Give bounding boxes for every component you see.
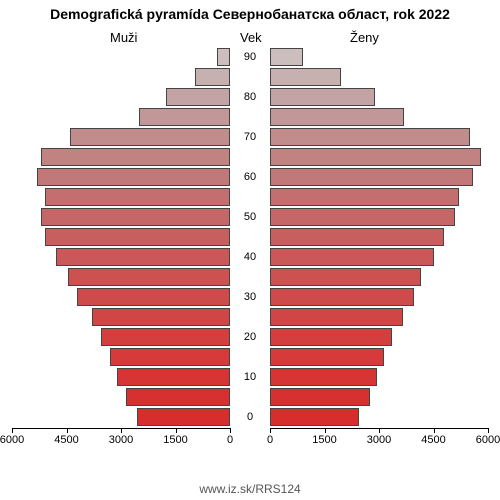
- male-label: Muži: [110, 30, 137, 45]
- male-bar: [70, 128, 230, 146]
- x-tick-label: 3000: [109, 434, 133, 446]
- y-tick-label: 40: [230, 251, 270, 263]
- age-label: Vek: [240, 30, 262, 45]
- x-tick-label: 4500: [421, 434, 445, 446]
- male-bar: [101, 328, 230, 346]
- x-tick-label: 6000: [476, 434, 500, 446]
- footer-url: www.iz.sk/RRS124: [0, 482, 500, 496]
- female-bar: [270, 248, 434, 266]
- female-bar: [270, 348, 384, 366]
- female-bar: [270, 388, 370, 406]
- female-bar: [270, 308, 403, 326]
- female-half: [270, 48, 488, 428]
- female-bar: [270, 128, 470, 146]
- male-bar: [137, 408, 230, 426]
- x-tick-label: 0: [227, 434, 233, 446]
- male-bar: [139, 108, 230, 126]
- male-bar: [217, 48, 230, 66]
- male-bar: [126, 388, 230, 406]
- x-tick-label: 1500: [163, 434, 187, 446]
- female-bar: [270, 208, 455, 226]
- female-bar: [270, 408, 359, 426]
- female-bar: [270, 168, 473, 186]
- male-bar: [45, 228, 230, 246]
- male-bars: [12, 48, 230, 428]
- male-bar: [92, 308, 230, 326]
- female-bar: [270, 328, 392, 346]
- female-bar: [270, 48, 303, 66]
- x-tick-label: 4500: [54, 434, 78, 446]
- female-bars: [270, 48, 488, 428]
- male-bar: [195, 68, 230, 86]
- female-bar: [270, 228, 444, 246]
- female-bar: [270, 268, 421, 286]
- y-tick-label: 60: [230, 171, 270, 183]
- x-tick-label: 1500: [312, 434, 336, 446]
- pyramid-chart: 0 10 20 30 40 50 60 70 80 90 0 0 1500 1500 3000 3000 45…: [12, 48, 488, 448]
- female-bar: [270, 368, 377, 386]
- female-bar: [270, 288, 414, 306]
- x-tick-label: 0: [267, 434, 273, 446]
- y-axis: 0 10 20 30 40 50 60 70 80 90: [230, 48, 270, 428]
- y-tick-label: 30: [230, 291, 270, 303]
- female-bar: [270, 188, 459, 206]
- y-tick-label: 20: [230, 331, 270, 343]
- y-tick-label: 90: [230, 51, 270, 63]
- x-tick-label: 3000: [367, 434, 391, 446]
- male-bar: [56, 248, 230, 266]
- y-tick-label: 50: [230, 211, 270, 223]
- male-bar: [41, 208, 230, 226]
- female-bar: [270, 68, 341, 86]
- y-tick-label: 10: [230, 371, 270, 383]
- y-tick-label: 70: [230, 131, 270, 143]
- male-half: [12, 48, 230, 428]
- female-label: Ženy: [350, 30, 379, 45]
- male-bar: [110, 348, 230, 366]
- male-bar: [117, 368, 230, 386]
- male-bar: [68, 268, 230, 286]
- male-bar: [37, 168, 230, 186]
- x-axis: 0015001500300030004500450060006000: [12, 428, 488, 448]
- x-tick-label: 6000: [0, 434, 24, 446]
- male-bar: [45, 188, 230, 206]
- male-bar: [77, 288, 230, 306]
- female-bar: [270, 88, 375, 106]
- y-tick-label: 0: [230, 411, 270, 423]
- female-bar: [270, 108, 404, 126]
- chart-title: Demografická pyramída Севернобанатска об…: [0, 6, 500, 22]
- male-bar: [41, 148, 230, 166]
- female-bar: [270, 148, 481, 166]
- y-tick-label: 80: [230, 91, 270, 103]
- male-bar: [166, 88, 230, 106]
